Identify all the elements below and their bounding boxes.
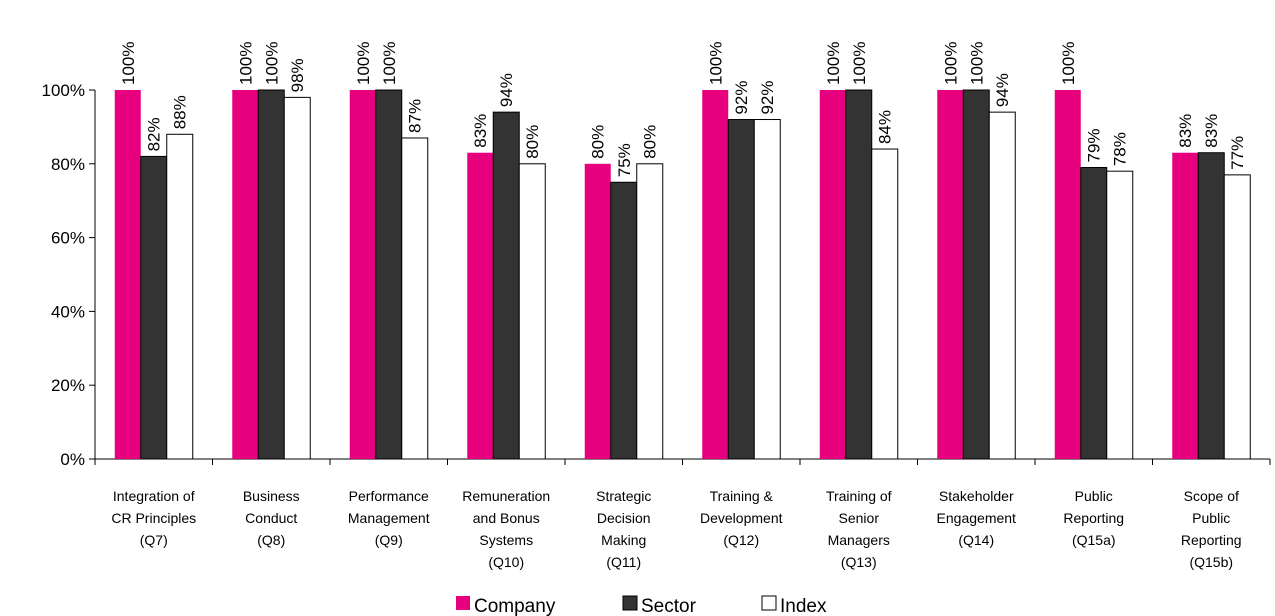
y-tick-label: 40% — [51, 302, 85, 321]
data-label: 100% — [380, 42, 399, 85]
data-label: 78% — [1111, 132, 1130, 166]
data-label: 77% — [1228, 136, 1247, 170]
data-label: 100% — [941, 42, 960, 85]
data-label: 100% — [967, 42, 986, 85]
bar — [937, 90, 964, 459]
bar — [871, 148, 899, 460]
bar — [114, 90, 141, 459]
x-tick-label: Business Conduct (Q8) — [243, 488, 300, 548]
bar — [610, 181, 638, 460]
data-label: 80% — [641, 125, 660, 159]
bar — [140, 155, 168, 460]
bar — [727, 119, 755, 460]
x-tick-label: Public Reporting (Q15a) — [1063, 488, 1124, 548]
x-tick-label: Scope of Public Reporting (Q15b) — [1181, 488, 1242, 570]
data-label: 92% — [758, 80, 777, 114]
x-tick-label: Strategic Decision Making (Q11) — [596, 488, 651, 570]
bar — [166, 133, 194, 460]
y-tick-label: 80% — [51, 155, 85, 174]
data-label: 83% — [1176, 114, 1195, 148]
data-label: 84% — [876, 110, 895, 144]
bar — [492, 111, 520, 460]
bar — [257, 89, 285, 460]
bar — [1054, 90, 1081, 459]
x-tick-label: Training of Senior Managers (Q13) — [826, 488, 892, 570]
bar — [1106, 170, 1134, 460]
data-label: 79% — [1085, 128, 1104, 162]
y-tick-label: 20% — [51, 376, 85, 395]
y-tick-label: 0% — [60, 450, 85, 469]
data-label: 100% — [119, 42, 138, 85]
x-tick-label: Remuneration and Bonus Systems (Q10) — [462, 488, 550, 570]
data-label: 100% — [850, 42, 869, 85]
legend-label: Sector — [641, 596, 697, 616]
data-label: 100% — [1059, 42, 1078, 85]
data-label: 83% — [1202, 114, 1221, 148]
y-tick-label: 100% — [42, 81, 85, 100]
data-label: 100% — [236, 42, 255, 85]
legend-swatch — [761, 595, 777, 611]
bar — [467, 152, 494, 460]
legend-label: Index — [780, 596, 827, 616]
data-label: 87% — [406, 99, 425, 133]
data-label: 98% — [288, 58, 307, 92]
x-tick-label: Training & Development (Q12) — [700, 488, 783, 548]
bar — [636, 163, 664, 460]
data-label: 94% — [993, 73, 1012, 107]
bar — [753, 119, 781, 460]
bar — [988, 111, 1016, 460]
bar — [584, 163, 611, 460]
data-label: 92% — [732, 80, 751, 114]
bar — [349, 90, 376, 459]
data-label: 100% — [354, 42, 373, 85]
data-label: 88% — [171, 95, 190, 129]
data-label: 94% — [497, 73, 516, 107]
x-tick-label: Stakeholder Engagement (Q14) — [937, 488, 1017, 548]
bar — [283, 96, 311, 460]
bar — [962, 89, 990, 460]
data-label: 82% — [145, 117, 164, 151]
data-label: 75% — [615, 143, 634, 177]
bar — [1080, 166, 1108, 460]
y-tick-label: 60% — [51, 229, 85, 248]
bar — [845, 89, 873, 460]
bar — [1223, 174, 1251, 460]
bar — [1197, 152, 1225, 460]
x-tick-label: Integration of CR Principles (Q7) — [111, 488, 196, 548]
data-label: 100% — [706, 42, 725, 85]
data-label: 100% — [824, 42, 843, 85]
bar — [375, 89, 403, 460]
bar — [1172, 152, 1199, 460]
bar — [518, 163, 546, 460]
legend-swatch — [456, 596, 470, 610]
bar — [232, 90, 259, 459]
x-tick-label: Performance Management (Q9) — [348, 488, 430, 548]
bar — [401, 137, 429, 460]
bar — [819, 90, 846, 459]
legend-label: Company — [474, 596, 556, 616]
data-label: 83% — [471, 114, 490, 148]
bar — [702, 90, 729, 459]
data-label: 100% — [262, 42, 281, 85]
legend-swatch — [622, 595, 638, 611]
data-label: 80% — [523, 125, 542, 159]
data-label: 80% — [589, 125, 608, 159]
